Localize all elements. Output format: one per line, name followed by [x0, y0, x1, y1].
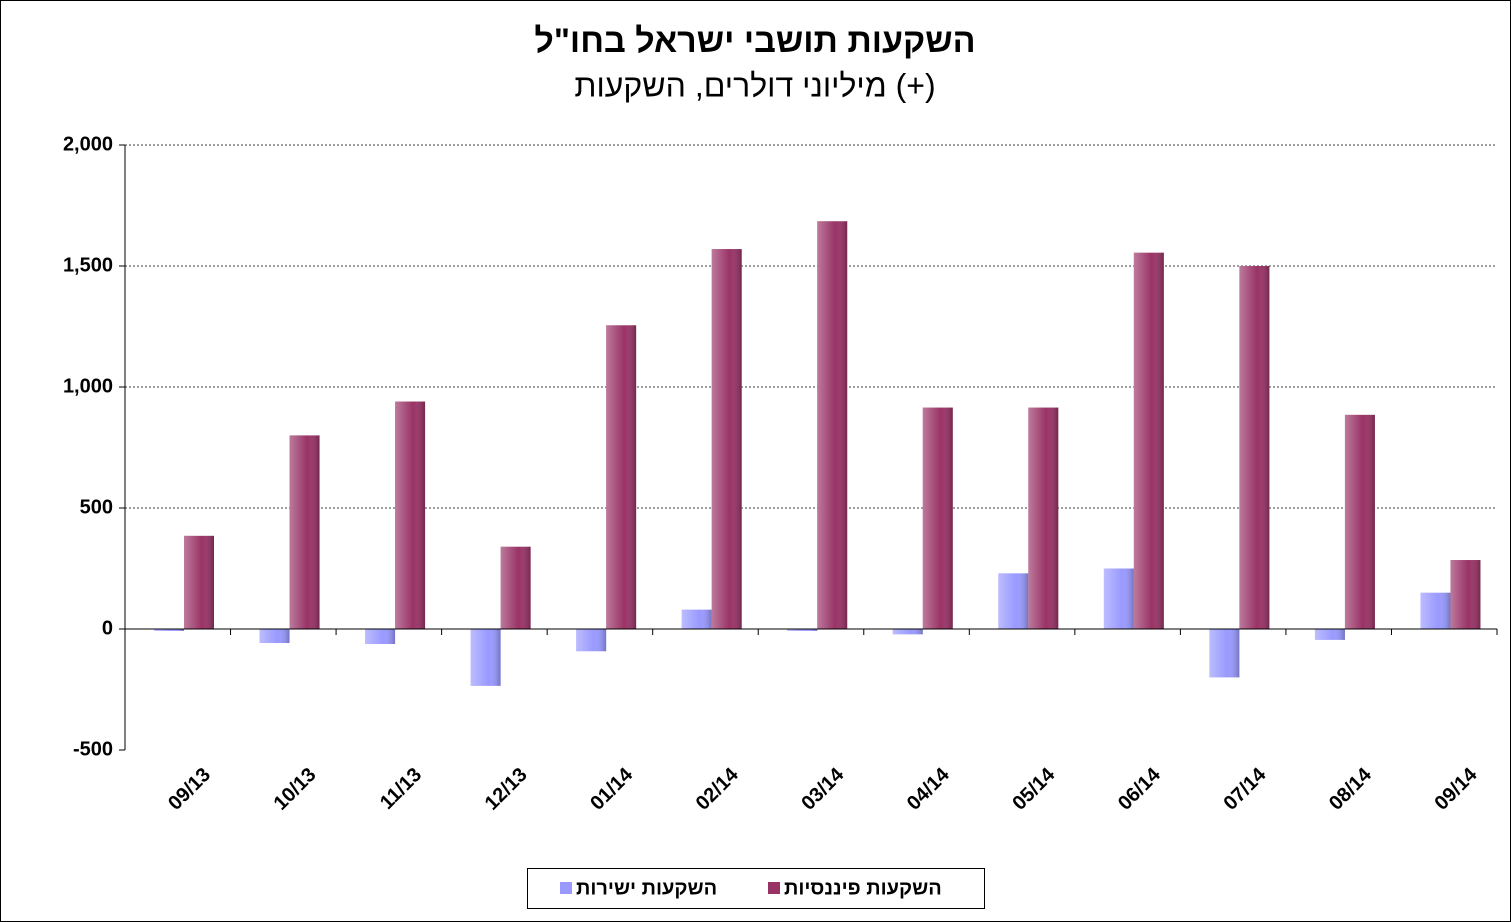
legend-swatch	[768, 882, 780, 894]
bar-shade	[787, 629, 818, 631]
y-tick-label: 500	[80, 496, 113, 518]
bar-shade	[1314, 629, 1345, 640]
bar-shade	[289, 435, 320, 629]
bar-shade	[470, 629, 501, 686]
legend-label: השקעות פיננסיות	[784, 877, 942, 899]
bar-shade	[184, 535, 214, 629]
y-tick-label: 1,000	[63, 375, 113, 397]
bar-shade	[395, 401, 426, 629]
bar-shade	[922, 407, 953, 629]
bar-shade	[1450, 560, 1481, 629]
bar-shade	[606, 325, 637, 629]
bar-shade	[681, 609, 712, 629]
bar-shade	[1420, 592, 1451, 629]
chart-title: השקעות תושבי ישראל בחו"ל	[534, 22, 975, 60]
chart-subtitle: מיליוני דולרים, השקעות (+)	[574, 67, 935, 103]
y-tick-label: -500	[73, 738, 113, 760]
legend-box	[527, 868, 985, 909]
bar-shade	[998, 573, 1029, 629]
bar-shade	[1209, 629, 1240, 678]
bar-shade	[817, 221, 848, 630]
legend-swatch	[560, 882, 572, 894]
bar-shade	[1239, 266, 1270, 629]
y-tick-label: 2,000	[63, 133, 113, 155]
bar-shade	[576, 629, 607, 652]
bar-shade	[1344, 414, 1375, 629]
bar-shade	[365, 629, 396, 645]
bar-shade	[711, 249, 742, 629]
bar-shade	[892, 629, 923, 635]
bar-shade	[500, 546, 531, 629]
bar-shade	[154, 629, 184, 631]
bar-shade	[1103, 568, 1134, 629]
legend-label: השקעות ישירות	[576, 877, 717, 899]
bar-shade	[1133, 252, 1164, 629]
bar-shade	[1028, 407, 1059, 629]
y-tick-label: 0	[102, 617, 113, 639]
bar-shade	[259, 629, 290, 644]
y-tick-label: 1,500	[63, 254, 113, 276]
